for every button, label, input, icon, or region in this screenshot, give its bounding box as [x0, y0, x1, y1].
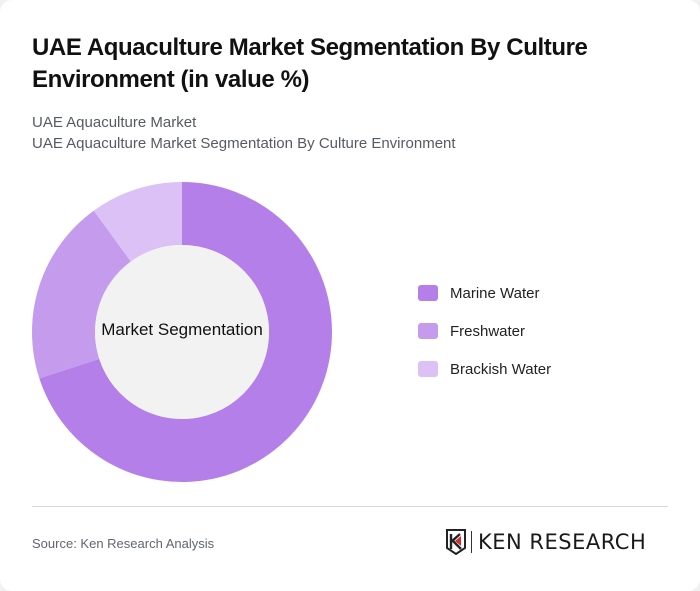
- ken-research-shield-icon: [446, 529, 466, 555]
- chart-subtitle-segmentation: UAE Aquaculture Market Segmentation By C…: [32, 135, 456, 152]
- chart-title: UAE Aquaculture Market Segmentation By C…: [32, 34, 588, 93]
- logo-separator: [471, 531, 472, 553]
- legend-swatch-freshwater: [418, 323, 438, 339]
- source-note: Source: Ken Research Analysis: [32, 536, 215, 551]
- footer-divider: [32, 506, 668, 507]
- donut-slice-marine-water[interactable]: [39, 182, 332, 482]
- donut-hole: [95, 245, 269, 419]
- chart-subtitle-market: UAE Aquaculture Market: [32, 114, 197, 131]
- legend-label: Brackish Water: [450, 360, 552, 378]
- ken-research-logo: KEN RESEARCH: [446, 529, 646, 555]
- legend-label: Marine Water: [450, 284, 540, 302]
- logo-text: KEN RESEARCH: [478, 530, 647, 554]
- legend-swatch-marine-water: [418, 285, 438, 301]
- legend-label: Freshwater: [450, 322, 526, 340]
- chart-legend: Marine Water Freshwater Brackish Water: [418, 283, 551, 397]
- donut-center-label: Market Segmentation: [101, 320, 263, 339]
- legend-item-freshwater[interactable]: Freshwater: [418, 321, 551, 341]
- legend-item-brackish-water[interactable]: Brackish Water: [418, 359, 551, 379]
- donut-slice-freshwater[interactable]: [32, 210, 131, 379]
- legend-swatch-brackish-water: [418, 361, 438, 377]
- donut-chart: [32, 182, 332, 482]
- donut-slice-brackish-water[interactable]: [93, 182, 182, 262]
- legend-item-marine-water[interactable]: Marine Water: [418, 283, 551, 303]
